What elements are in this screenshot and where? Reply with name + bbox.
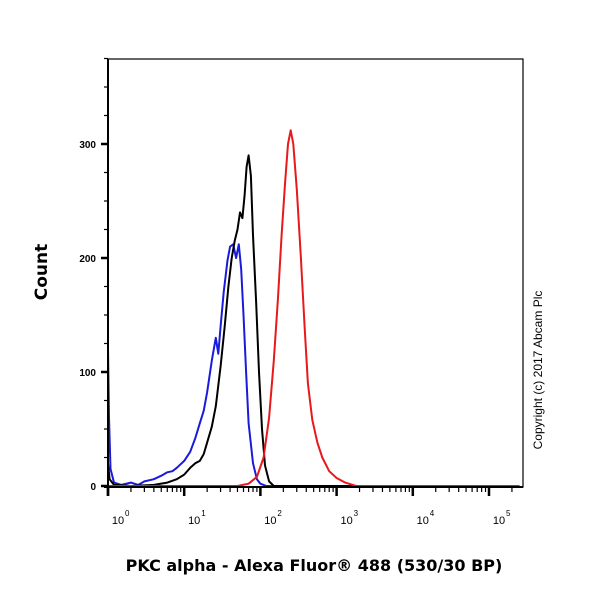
x-tick-exponent: 4 [430,509,435,518]
x-tick-label: 103 [340,509,358,527]
x-tick-label: 104 [417,509,435,527]
x-axis-label: PKC alpha - Alexa Fluor® 488 (530/30 BP) [126,556,503,575]
series-layer [107,129,520,487]
x-tick-base: 10 [264,515,276,527]
x-tick-base: 10 [112,515,124,527]
x-tick-label: 102 [264,509,282,527]
y-tick-label: 300 [79,140,96,151]
y-tick-label: 100 [79,368,96,379]
x-tick-base: 10 [493,515,505,527]
x-tick-exponent: 3 [354,509,359,518]
plot-border [107,58,524,488]
y-axis-label: Count [32,244,52,301]
plot-frame [107,58,524,488]
series-line-0 [107,243,520,487]
axis-labels: Count PKC alpha - Alexa Fluor® 488 (530/… [32,244,545,575]
x-tick-base: 10 [417,515,429,527]
y-tick-label: 0 [90,482,96,493]
x-tick-label: 105 [493,509,511,527]
x-tick-exponent: 1 [201,509,206,518]
x-tick-exponent: 5 [506,509,511,518]
y-tick-label: 200 [79,254,96,265]
x-tick-base: 10 [188,515,200,527]
x-tick-label: 100 [112,509,130,527]
copyright-annotation: Copyright (c) 2017 Abcam Plc [531,291,545,450]
x-tick-exponent: 0 [125,509,130,518]
x-tick-exponent: 2 [277,509,282,518]
series-line-2 [108,129,520,487]
series-line-1 [107,154,520,487]
x-tick-base: 10 [340,515,352,527]
x-tick-label: 101 [188,509,206,527]
